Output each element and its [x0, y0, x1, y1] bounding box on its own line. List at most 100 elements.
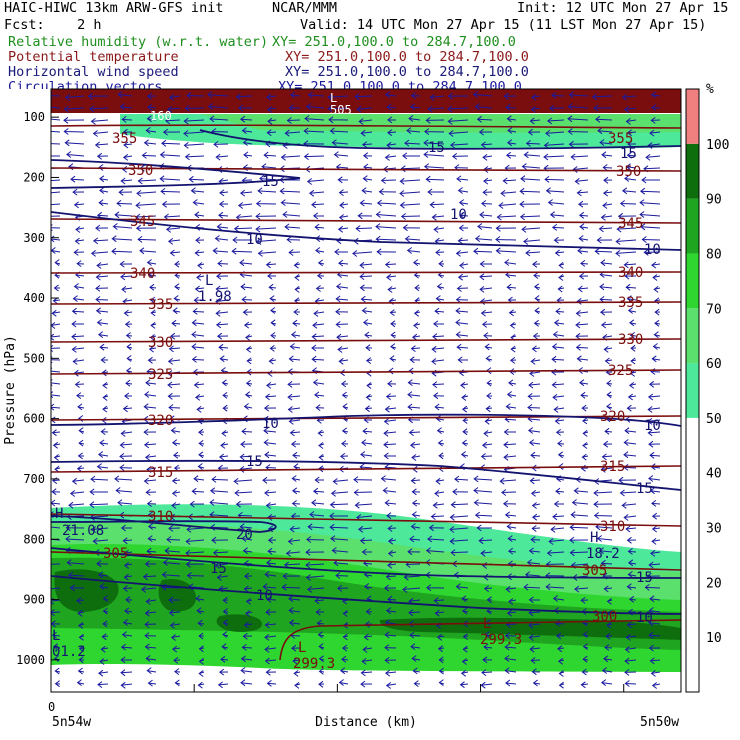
vector-arrow-362 [615, 250, 637, 257]
vector-arrow-293 [216, 223, 229, 231]
vector-arrow-700 [626, 404, 637, 412]
vector-arrow-143 [362, 152, 373, 160]
vector-arrow-696 [527, 404, 541, 411]
vector-arrow-18 [472, 91, 493, 98]
vector-arrow-557 [311, 344, 324, 352]
vector-arrow-185 [120, 177, 133, 185]
vector-arrow-517 [600, 321, 613, 329]
vector-arrow-100 [567, 128, 589, 135]
vector-arrow-253 [498, 202, 517, 209]
wind-contour-10-upper [51, 211, 681, 251]
vector-arrow-944 [239, 523, 253, 531]
vector-arrow-1181 [317, 631, 325, 639]
colorbar: 10 20 30 40 50 60 70 80 90 100 [685, 88, 729, 693]
vector-arrow-975 [359, 537, 373, 545]
vector-arrow-638 [387, 380, 397, 388]
vector-arrow-631 [221, 379, 229, 387]
vector-arrow-542 [575, 332, 589, 340]
vector-arrow-1236 [384, 657, 397, 664]
vector-arrow-1172 [101, 633, 109, 641]
vector-arrow-1188 [484, 631, 493, 638]
vector-arrow-11 [307, 91, 325, 99]
colorbar-tick-80: 80 [706, 247, 722, 262]
vector-arrow-979 [449, 537, 469, 545]
vector-arrow-793 [360, 451, 373, 458]
vector-arrow-637 [366, 382, 373, 389]
theta-label-320-right: 320 [600, 409, 625, 425]
vector-arrow-283 [600, 214, 613, 221]
y-tick-label-800: 800 [23, 532, 45, 546]
vector-arrow-440 [625, 283, 637, 291]
vector-arrow-1222 [53, 655, 61, 662]
vector-arrow-786 [198, 451, 205, 459]
vector-arrow-454 [335, 295, 349, 303]
vector-arrow-182 [51, 179, 61, 182]
theta-min-b-label: L [298, 640, 306, 656]
vector-arrow-531 [311, 333, 325, 341]
vector-arrow-579 [219, 355, 229, 363]
theta-label-305-right: 305 [582, 563, 607, 579]
vector-arrow-400 [294, 274, 301, 281]
vector-arrow-572 [51, 356, 61, 364]
vector-arrow-278 [479, 211, 493, 219]
vector-arrow-1265 [460, 669, 469, 677]
vector-arrow-460 [479, 298, 493, 305]
vector-arrow-896 [329, 501, 349, 509]
vector-arrow-665 [407, 391, 421, 398]
theta-label-330-right: 330 [618, 332, 643, 348]
vector-arrow-1008 [528, 547, 541, 555]
vector-arrow-106 [94, 141, 109, 149]
vector-arrow-1267 [504, 667, 517, 674]
vector-arrow-547 [71, 346, 85, 353]
vector-arrow-414 [624, 272, 637, 280]
vector-arrow-2 [87, 92, 109, 100]
vector-arrow-890 [189, 500, 205, 508]
vector-arrow-179 [602, 164, 613, 171]
vector-arrow-512 [481, 321, 493, 328]
vector-arrow-381 [459, 262, 469, 269]
rh-upper-medium [200, 114, 681, 133]
vector-arrow-1243 [557, 657, 565, 665]
vector-arrow-247 [359, 199, 373, 207]
vector-arrow-972 [287, 538, 301, 545]
vector-arrow-49 [593, 104, 613, 112]
vector-arrow-858 [51, 488, 61, 496]
vector-arrow-336 [615, 238, 637, 245]
vector-arrow-86 [241, 127, 253, 134]
vector-arrow-1264 [438, 667, 445, 675]
vector-arrow-442 [52, 297, 61, 305]
vector-arrow-223 [399, 190, 421, 197]
vector-arrow-527 [216, 332, 229, 340]
vector-arrow-130 [51, 155, 60, 157]
vector-arrow-1082 [426, 584, 445, 592]
vector-arrow-272 [338, 214, 349, 221]
vector-arrow-218 [279, 187, 301, 195]
vector-arrow-1132 [385, 607, 397, 614]
vector-arrow-40 [386, 103, 397, 111]
vector-arrow-466 [626, 295, 637, 303]
vector-arrow-206 [624, 175, 637, 182]
vector-arrow-1042 [97, 571, 109, 579]
vector-arrow-892 [235, 500, 253, 508]
vector-arrow-904 [531, 502, 541, 509]
vector-arrow-1148 [144, 621, 157, 628]
vector-arrow-816 [293, 463, 301, 471]
wind-label-20: 20 [236, 527, 253, 543]
vector-arrow-35 [266, 106, 277, 113]
vector-arrow-511 [455, 319, 469, 326]
vector-arrow-935 [651, 512, 661, 520]
vector-arrow-849 [454, 475, 469, 483]
vector-arrow-120 [423, 139, 445, 147]
theta-label-355-left: 355 [112, 131, 137, 147]
vector-arrow-388 [623, 261, 637, 269]
vector-arrow-659 [264, 393, 277, 401]
vector-arrow-581 [268, 357, 277, 365]
vector-arrow-127 [599, 139, 613, 146]
vector-arrow-225 [457, 187, 469, 194]
vector-arrow-689 [364, 405, 373, 413]
wind-contour-10-mid [51, 413, 681, 427]
vector-arrow-744 [436, 427, 445, 434]
vector-arrow-28 [88, 105, 109, 113]
vector-arrow-1256 [240, 667, 253, 674]
vector-arrow-155 [645, 154, 661, 161]
